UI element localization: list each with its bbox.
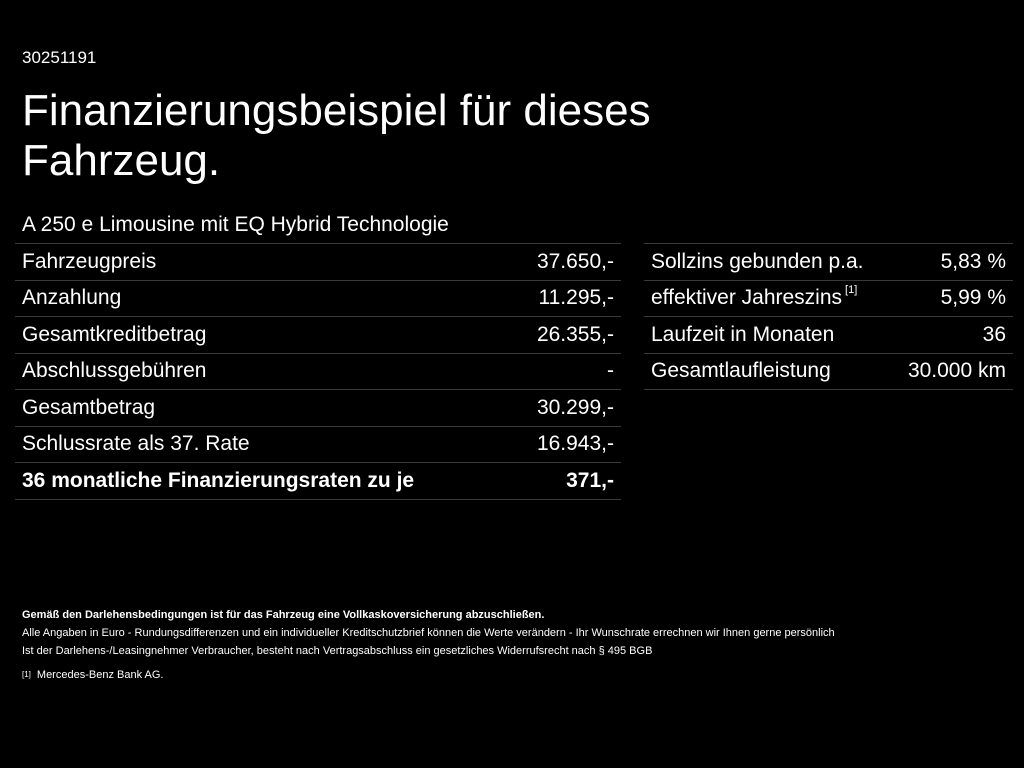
table-row: Gesamtbetrag 30.299,- [15,390,621,427]
vehicle-model: A 250 e Limousine mit EQ Hybrid Technolo… [22,213,449,236]
table-row: Anzahlung 11.295,- [15,281,621,317]
row-value: 36 [982,322,1006,346]
footnote-marker: [1] [845,284,858,297]
footnote-text: Mercedes-Benz Bank AG. [36,669,164,681]
row-value: 16.943,- [536,432,614,456]
monthly-rate-label: 36 monatliche Finanzierungsraten zu je [22,468,415,492]
row-label: Laufzeit in Monaten [651,323,834,347]
row-value: 5,99 % [940,286,1006,310]
row-label-text: Laufzeit in Monaten [651,322,835,346]
withdrawal-note: Ist der Darlehens-/Leasingnehmer Verbrau… [22,645,653,657]
row-label: Anzahlung [22,286,122,310]
row-label-text: Gesamtlaufleistung [651,359,831,383]
row-label: Sollzins gebunden p.a. [651,250,864,274]
row-label: effektiver Jahreszins [1] [651,284,858,310]
row-value: 11.295,- [538,286,615,310]
row-label: Gesamtbetrag [22,395,156,419]
row-label-text: effektiver Jahreszins [651,286,843,310]
monthly-rate-value: 371,- [566,468,614,492]
footnote-mark: [1] [22,670,31,679]
row-value: 30.299,- [536,395,614,419]
table-row: Gesamtlaufleistung 30.000 km [644,354,1013,390]
legal-notes: Gemäß den Darlehensbedingungen ist für d… [22,606,1012,684]
table-row: Schlussrate als 37. Rate 16.943,- [15,427,621,463]
table-row: Abschlussgebühren - [15,354,621,390]
row-value: 30.000 km [907,359,1006,383]
table-row: Gesamtkreditbetrag 26.355,- [15,317,621,354]
monthly-rate-row: 36 monatliche Finanzierungsraten zu je 3… [15,463,621,500]
table-row: Sollzins gebunden p.a. 5,83 % [644,244,1013,281]
row-label: Schlussrate als 37. Rate [22,432,250,456]
insurance-note: Gemäß den Darlehensbedingungen ist für d… [22,609,545,621]
reference-number: 30251191 [22,48,97,67]
row-label: Fahrzeugpreis [22,249,157,273]
row-value: 37.650,- [536,249,614,273]
rounding-note: Alle Angaben in Euro - Rundungsdifferenz… [22,627,835,639]
table-row: effektiver Jahreszins [1] 5,99 % [644,281,1013,317]
footnote: [1] Mercedes-Benz Bank AG. [22,666,1012,684]
row-label: Abschlussgebühren [22,359,207,383]
row-value: - [607,359,614,383]
row-value: 26.355,- [536,322,614,346]
row-label: Gesamtlaufleistung [651,359,831,383]
terms-table: Sollzins gebunden p.a. 5,83 % effektiver… [644,243,1013,390]
row-label-text: Sollzins gebunden p.a. [651,249,864,273]
row-value: 5,83 % [940,249,1006,273]
page-title: Finanzierungsbeispiel für dieses Fahrzeu… [22,86,651,185]
table-row: Laufzeit in Monaten 36 [644,317,1013,354]
row-label: Gesamtkreditbetrag [22,322,207,346]
financing-table: Fahrzeugpreis 37.650,- Anzahlung 11.295,… [15,243,621,500]
table-row: Fahrzeugpreis 37.650,- [15,244,621,281]
